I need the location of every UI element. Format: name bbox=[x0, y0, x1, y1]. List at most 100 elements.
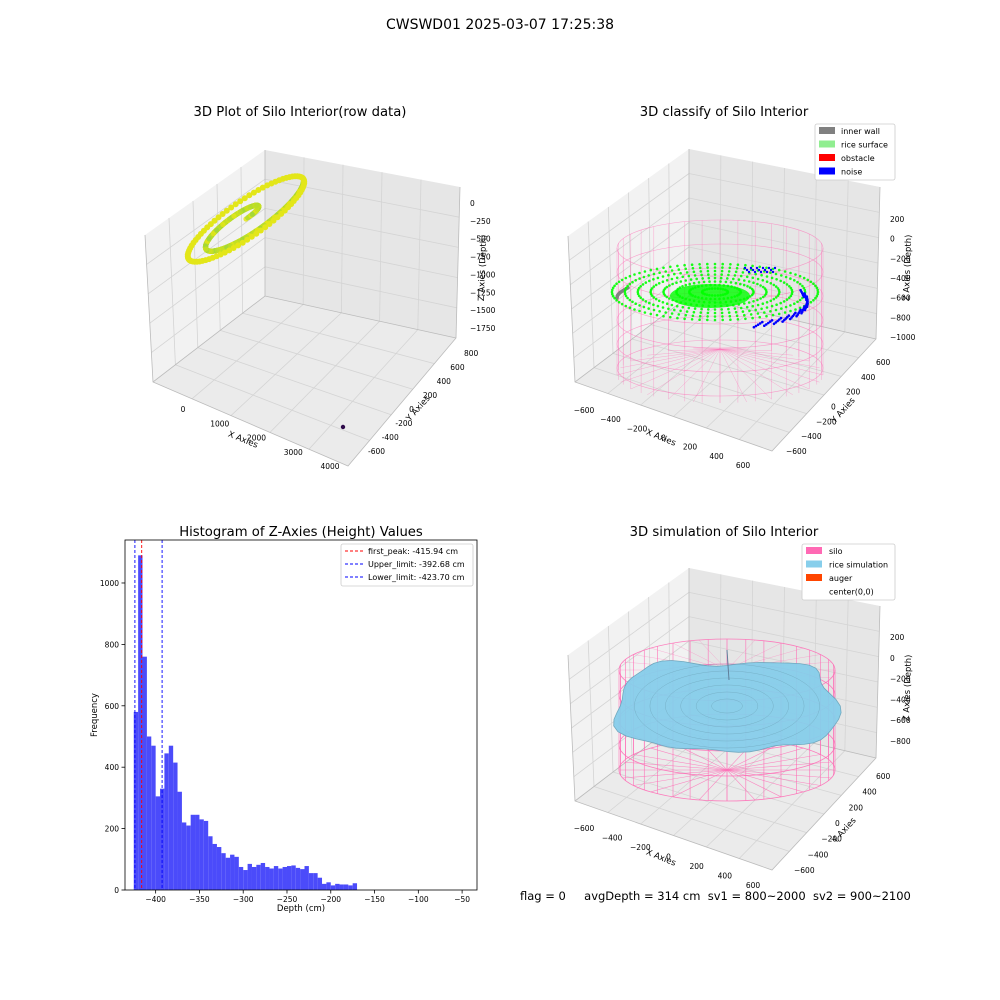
cls-pane-back-left bbox=[568, 149, 689, 382]
x-axis-label: X Axies bbox=[644, 428, 677, 449]
raw-gridline bbox=[417, 179, 422, 330]
sim-silo-floor-spoke bbox=[650, 769, 728, 793]
sim-rice-mesh bbox=[649, 670, 805, 742]
hist-bar bbox=[260, 862, 266, 890]
cls-rice-point bbox=[741, 271, 745, 274]
sim-silo-floor-spoke bbox=[622, 761, 728, 771]
cls-rice-point bbox=[641, 298, 645, 301]
cls-rice-point bbox=[756, 277, 760, 281]
cls-silo-floor-spoke bbox=[719, 348, 820, 383]
cls-rice-point bbox=[788, 285, 791, 288]
hist-bar bbox=[317, 877, 323, 890]
cls-z-tick-label: 0 bbox=[890, 235, 895, 244]
cls-rice-point bbox=[761, 279, 765, 282]
cls-rice-point bbox=[628, 282, 632, 286]
avg-depth-text: avgDepth = 314 cm bbox=[584, 889, 701, 903]
cls-rice-point bbox=[611, 292, 614, 296]
cls-rice-point bbox=[815, 294, 819, 298]
cls-noise-point bbox=[743, 266, 747, 270]
raw-gridline bbox=[242, 312, 435, 364]
raw-point bbox=[215, 214, 222, 221]
cls-rice-point bbox=[706, 318, 709, 322]
cls-rice-point bbox=[623, 288, 627, 292]
cls-rice-point bbox=[685, 310, 689, 313]
cls-rice-point bbox=[806, 278, 810, 282]
cls-rice-point bbox=[638, 271, 641, 275]
sim-silo-floor-spoke bbox=[726, 754, 821, 771]
cls-noise-point bbox=[767, 321, 770, 325]
sim-auger bbox=[726, 649, 730, 681]
hist-bar bbox=[234, 856, 239, 890]
cls-rice-point bbox=[798, 298, 802, 302]
cls-rice-point bbox=[697, 281, 701, 284]
cls-rice-point bbox=[624, 304, 628, 308]
raw-pane-edge bbox=[144, 186, 461, 467]
cls-rice-point bbox=[610, 290, 614, 294]
sv2-text: sv2 = 900~2100 bbox=[812, 889, 911, 903]
cls-rice-point bbox=[774, 296, 778, 299]
cls-rice-point bbox=[785, 283, 789, 286]
raw-z-tick-label: 0 bbox=[470, 199, 475, 208]
hist-bar bbox=[308, 873, 314, 890]
x-tick-label: −350 bbox=[189, 895, 210, 904]
cls-rice-point bbox=[706, 311, 710, 315]
y-tick-label: 0 bbox=[114, 886, 119, 895]
cls-y-tick-label: −400 bbox=[801, 432, 822, 441]
cls-silo-floor-spoke bbox=[668, 348, 721, 400]
sim-silo-floor-spoke bbox=[726, 761, 832, 771]
raw-y-tick-label: 800 bbox=[464, 349, 479, 358]
cls-x-tick-label: 0 bbox=[661, 434, 666, 443]
cls-rice-point bbox=[779, 279, 782, 283]
cls-rice-point bbox=[657, 282, 661, 285]
hist-bar bbox=[247, 863, 252, 890]
cls-silo-floor-spoke bbox=[668, 348, 721, 352]
chart-title: 3D Plot of Silo Interior(row data) bbox=[194, 105, 407, 120]
cls-rice-point bbox=[668, 284, 671, 287]
cls-rice-point bbox=[756, 298, 759, 302]
cls-rice-point bbox=[652, 278, 655, 281]
cls-rice-point bbox=[633, 308, 636, 311]
cls-noise-point bbox=[765, 323, 768, 326]
hist-bar bbox=[304, 866, 309, 890]
cls-rice-point bbox=[638, 277, 641, 280]
cls-rice-point bbox=[802, 286, 806, 290]
x-tick-label: −100 bbox=[408, 895, 429, 904]
hist-bar bbox=[300, 869, 305, 890]
hist-bar bbox=[164, 753, 169, 890]
cls-z-tick-label: −600 bbox=[890, 294, 911, 303]
raw-x-tick-label: 0 bbox=[181, 405, 186, 414]
cls-rice-point bbox=[734, 270, 738, 274]
cls-noise-point bbox=[749, 266, 753, 270]
cls-rice-point bbox=[774, 272, 778, 276]
hist-bar bbox=[216, 847, 222, 890]
raw-point bbox=[239, 239, 246, 246]
cls-rice-point bbox=[683, 263, 686, 267]
sim-y-tick-label: −600 bbox=[794, 866, 815, 875]
cls-y-tick-label: 400 bbox=[861, 373, 876, 382]
raw-point bbox=[270, 217, 277, 224]
z-axis-label: Z Axies (Depth) bbox=[902, 234, 914, 301]
cls-rice-point bbox=[670, 312, 674, 315]
cls-rice-point bbox=[690, 318, 694, 321]
cls-rice-point bbox=[769, 271, 772, 275]
sim-z-tick-label: −600 bbox=[890, 716, 911, 725]
raw-z-tick-label: −1250 bbox=[470, 288, 496, 297]
cls-rice-point bbox=[733, 274, 737, 277]
cls-rice-point bbox=[673, 308, 676, 312]
cls-rice-point bbox=[721, 318, 724, 322]
raw-gridline bbox=[308, 329, 419, 450]
legend-swatch bbox=[806, 560, 822, 568]
hist-bar bbox=[190, 814, 196, 890]
cls-rice-point bbox=[633, 273, 636, 276]
cls-noise-point bbox=[776, 319, 779, 323]
cls-rice-point bbox=[728, 314, 732, 318]
cls-noise-point bbox=[758, 322, 762, 325]
hist-bar bbox=[295, 867, 301, 890]
cls-rice-point bbox=[801, 284, 804, 288]
cls-rice-point bbox=[713, 308, 717, 311]
hist-bar bbox=[256, 864, 261, 890]
raw-gridline bbox=[379, 172, 383, 322]
cls-rice-point bbox=[708, 280, 711, 283]
legend-label: noise bbox=[841, 168, 862, 177]
cls-rice-point bbox=[727, 273, 730, 277]
